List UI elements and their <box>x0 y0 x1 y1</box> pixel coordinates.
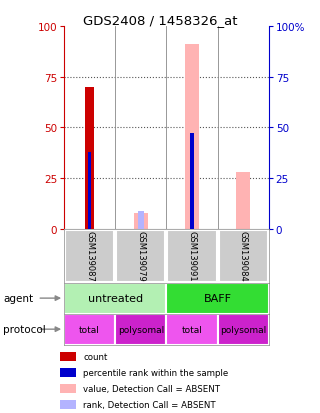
Text: BAFF: BAFF <box>204 293 232 304</box>
Text: count: count <box>83 353 108 361</box>
Text: percentile rank within the sample: percentile rank within the sample <box>83 368 228 377</box>
Bar <box>166 283 269 314</box>
Bar <box>64 314 115 345</box>
Text: protocol: protocol <box>3 324 46 335</box>
Text: GSM139084: GSM139084 <box>239 231 248 281</box>
Text: total: total <box>181 325 203 334</box>
Bar <box>134 213 148 229</box>
Bar <box>190 134 194 229</box>
Bar <box>115 314 166 345</box>
Bar <box>138 211 144 229</box>
Bar <box>167 230 217 282</box>
Bar <box>219 230 268 282</box>
Text: rank, Detection Call = ABSENT: rank, Detection Call = ABSENT <box>83 401 216 409</box>
Bar <box>236 173 250 229</box>
Text: GSM139087: GSM139087 <box>85 231 94 281</box>
Bar <box>185 45 199 229</box>
Text: untreated: untreated <box>88 293 143 304</box>
Bar <box>85 88 94 229</box>
Bar <box>88 152 92 229</box>
Bar <box>166 314 218 345</box>
Text: GSM139091: GSM139091 <box>188 231 196 281</box>
Text: agent: agent <box>3 293 33 304</box>
Text: value, Detection Call = ABSENT: value, Detection Call = ABSENT <box>83 385 220 394</box>
Text: total: total <box>79 325 100 334</box>
Bar <box>65 230 114 282</box>
Bar <box>60 385 76 394</box>
Text: GDS2408 / 1458326_at: GDS2408 / 1458326_at <box>83 14 237 27</box>
Text: polysomal: polysomal <box>118 325 164 334</box>
Bar <box>60 368 76 377</box>
Text: polysomal: polysomal <box>220 325 266 334</box>
Bar <box>64 283 166 314</box>
Text: GSM139079: GSM139079 <box>136 231 145 281</box>
Bar <box>60 353 76 361</box>
Bar <box>60 401 76 409</box>
Bar <box>218 314 269 345</box>
Bar <box>116 230 165 282</box>
